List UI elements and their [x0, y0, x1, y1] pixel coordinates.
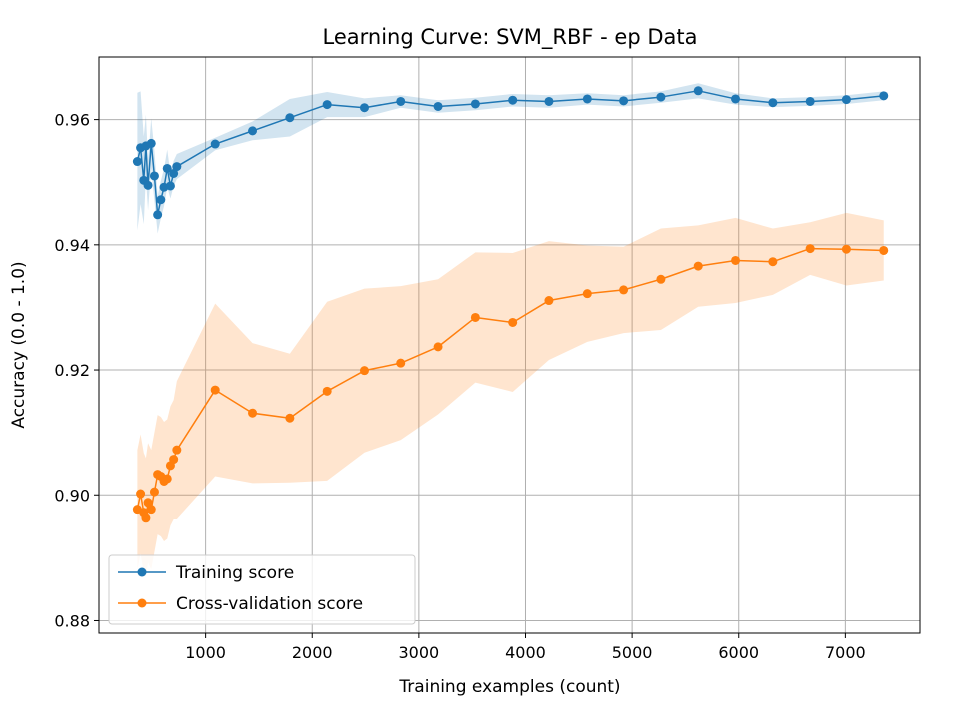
- x-axis: 1000 2000 3000 4000 5000 6000 7000: [185, 633, 866, 662]
- series-1-point: [805, 244, 815, 254]
- series-1-point: [141, 513, 151, 523]
- series-1-point: [508, 317, 518, 327]
- series-1-point: [146, 505, 156, 515]
- series-1-point: [172, 445, 182, 455]
- series-0-point: [508, 95, 518, 105]
- plot-area: [98, 56, 921, 634]
- series-0-point: [322, 100, 332, 110]
- x-tick-label: 1000: [185, 643, 226, 662]
- legend-cv-marker: [137, 598, 147, 608]
- series-1-point: [619, 285, 629, 295]
- series-0-point: [156, 195, 166, 205]
- series-1-point: [768, 257, 778, 267]
- x-tick-label: 7000: [825, 643, 866, 662]
- series-0-point: [146, 138, 156, 148]
- plot-frame: [98, 56, 921, 634]
- series-0-point: [693, 86, 703, 96]
- series-0-point: [210, 139, 220, 149]
- y-tick-label: 0.88: [54, 611, 90, 630]
- legend-box: [108, 554, 416, 625]
- series-0-point: [172, 162, 182, 172]
- x-tick-label: 2000: [292, 643, 333, 662]
- plot-background: [99, 57, 920, 633]
- series-0-point: [162, 163, 172, 173]
- series-0-point: [805, 96, 815, 106]
- series-1-point: [731, 255, 741, 265]
- series-0-point: [619, 96, 629, 106]
- series-0-point: [149, 171, 159, 181]
- series-0-point: [132, 157, 142, 167]
- series-0-point: [143, 180, 153, 190]
- series-1-point: [470, 312, 480, 322]
- series-0-point: [582, 94, 592, 104]
- series-1-point: [544, 296, 554, 306]
- series-1-point: [149, 487, 159, 497]
- series-1-point: [396, 358, 406, 368]
- series-1-point: [879, 245, 889, 255]
- series-0-point: [433, 101, 443, 111]
- series-0-point: [285, 113, 295, 123]
- series-0-point: [153, 210, 163, 220]
- series-1-point: [248, 408, 258, 418]
- series-1-point: [582, 289, 592, 299]
- x-axis-title: Training examples (count): [398, 677, 620, 697]
- legend-training-label: Training score: [175, 563, 294, 583]
- series-1-point: [285, 413, 295, 423]
- series-0-point: [731, 94, 741, 104]
- series-0-point: [359, 103, 369, 113]
- series-1-point: [656, 274, 666, 284]
- series-markers: [132, 86, 889, 523]
- series-0-point: [544, 96, 554, 106]
- series-1-point: [322, 386, 332, 396]
- series-1-point: [169, 455, 179, 465]
- x-tick-label: 5000: [612, 643, 653, 662]
- x-tick-label: 6000: [718, 643, 759, 662]
- series-1-point: [162, 474, 172, 484]
- legend-training-marker: [137, 567, 147, 577]
- series-0-point: [165, 181, 175, 191]
- legend: Training score Cross-validation score: [108, 554, 416, 625]
- series-1-point: [136, 489, 146, 499]
- series-1-point: [210, 385, 220, 395]
- series-1-point: [693, 261, 703, 271]
- series-0-point: [396, 96, 406, 106]
- series-1-point: [841, 244, 851, 254]
- series-1-point: [433, 342, 443, 352]
- chart-title: Learning Curve: SVM_RBF - ep Data: [323, 25, 698, 50]
- y-tick-label: 0.94: [54, 236, 90, 255]
- legend-cv-label: Cross-validation score: [176, 594, 363, 614]
- series-0-point: [656, 92, 666, 102]
- series-0-point: [470, 99, 480, 109]
- series-1-band: [137, 212, 884, 578]
- y-axis: 0.88 0.90 0.92 0.94 0.96: [54, 111, 99, 630]
- series-0-point: [841, 95, 851, 105]
- series-1-point: [359, 366, 369, 376]
- series-0-point: [248, 126, 258, 136]
- series-0-point: [169, 168, 179, 178]
- x-tick-label: 3000: [399, 643, 440, 662]
- series-0-point: [768, 98, 778, 108]
- y-axis-title: Accuracy (0.0 - 1.0): [9, 261, 29, 428]
- y-tick-label: 0.92: [54, 361, 90, 380]
- y-tick-label: 0.96: [54, 111, 90, 130]
- series-0-point: [879, 91, 889, 101]
- y-tick-label: 0.90: [54, 486, 90, 505]
- series-1-point: [143, 498, 153, 508]
- x-tick-label: 4000: [505, 643, 546, 662]
